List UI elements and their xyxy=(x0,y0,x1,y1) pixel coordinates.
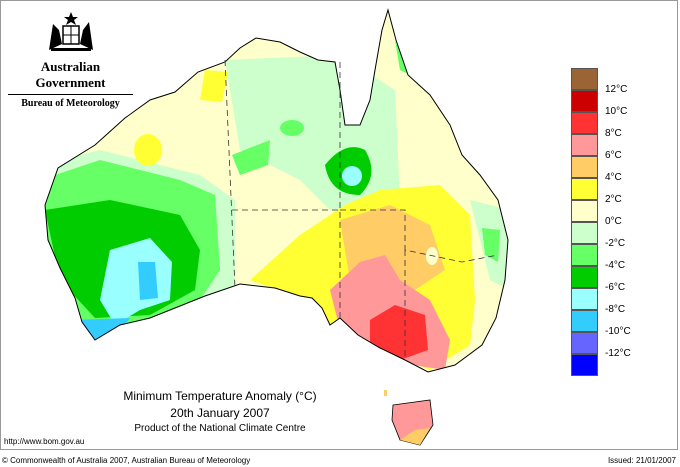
legend-label: 6°C xyxy=(605,150,622,161)
zone-8-10 xyxy=(370,305,428,360)
australia-map xyxy=(44,9,509,446)
state-borders xyxy=(224,59,499,360)
bureau-label: Bureau of Meteorology xyxy=(8,94,133,109)
legend-swatch xyxy=(571,200,598,222)
legend-swatch xyxy=(571,310,598,332)
legend-swatch xyxy=(571,332,598,354)
legend-label: -4°C xyxy=(605,260,626,271)
map-title: Minimum Temperature Anomaly (°C) xyxy=(123,389,317,403)
legend-swatch xyxy=(571,222,598,244)
zone-neg8-6-north xyxy=(342,166,362,186)
legend-label: 2°C xyxy=(605,194,622,205)
map-product: Product of the National Climate Centre xyxy=(134,423,306,434)
legend-swatch xyxy=(571,134,598,156)
legend-label: -2°C xyxy=(605,238,626,249)
legend: 12°C 10°C 8°C 6°C 4°C 2°C 0°C -2°C -4°C -6°C -8°C -… xyxy=(571,68,631,376)
legend-label: 4°C xyxy=(605,172,622,183)
legend-label: -12°C xyxy=(605,348,631,359)
legend-label: 10°C xyxy=(605,106,628,117)
zone-neg4-2-a xyxy=(280,120,304,136)
zone-2-4-pilbara xyxy=(134,134,162,166)
legend-label: 8°C xyxy=(605,128,622,139)
coat-of-arms-icon xyxy=(48,12,93,51)
legend-swatch xyxy=(571,112,598,134)
legend-swatch xyxy=(571,156,598,178)
tasmania xyxy=(384,390,434,446)
legend-swatch xyxy=(571,68,598,90)
bom-url-link[interactable]: http://www.bom.gov.au xyxy=(4,437,85,446)
legend-swatch xyxy=(571,244,598,266)
zone-neg4-2-east xyxy=(482,228,500,262)
legend-swatch xyxy=(571,288,598,310)
map-frame xyxy=(0,0,678,450)
legend-label: 12°C xyxy=(605,84,628,95)
legend-label: -6°C xyxy=(605,282,626,293)
legend-swatch xyxy=(571,90,598,112)
zone-2-4-kimberley xyxy=(200,70,228,102)
zone-neg4-2-b xyxy=(232,140,270,175)
bom-logo: Australian Government Bureau of Meteorol… xyxy=(8,10,133,109)
zone-neg10-8 xyxy=(138,262,158,300)
legend-label: -8°C xyxy=(605,304,626,315)
zone-neg8-6 xyxy=(100,238,172,325)
legend-swatch xyxy=(571,178,598,200)
legend-label: -10°C xyxy=(605,326,631,337)
legend-swatch xyxy=(571,266,598,288)
issued-date: Issued: 21/01/2007 xyxy=(607,456,676,465)
legend-label: 0°C xyxy=(605,216,622,227)
copyright: © Commonwealth of Australia 2007, Austra… xyxy=(2,456,251,465)
map-date: 20th January 2007 xyxy=(170,406,270,420)
government-label: Australian Government xyxy=(35,59,106,90)
zone-neg10-8-sw xyxy=(70,318,130,345)
legend-swatch xyxy=(571,354,598,376)
